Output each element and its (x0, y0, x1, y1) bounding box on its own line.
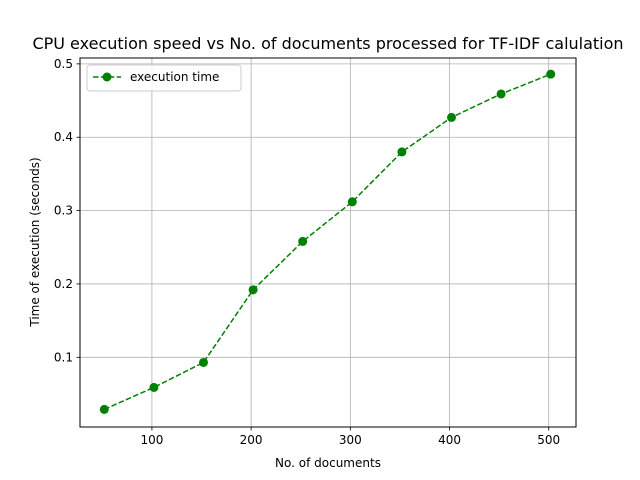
legend-label: execution time (130, 70, 219, 84)
x-axis-label: No. of documents (275, 456, 381, 470)
data-point (248, 285, 258, 295)
data-point (199, 357, 209, 367)
y-tick-label: 0.1 (54, 350, 73, 364)
y-tick-label: 0.3 (54, 204, 73, 218)
data-point (447, 112, 457, 122)
data-point (347, 197, 357, 207)
x-axis: 100 200 300 400 500 (140, 427, 560, 447)
y-axis-label: Time of execution (seconds) (28, 157, 42, 327)
plot-area (79, 57, 577, 428)
x-tick-label: 300 (339, 433, 362, 447)
series-layer (99, 69, 556, 414)
y-tick-label: 0.4 (54, 130, 73, 144)
y-tick-label: 0.5 (54, 57, 73, 71)
x-tick-label: 500 (537, 433, 560, 447)
x-tick-label: 400 (438, 433, 461, 447)
legend-marker (102, 72, 112, 82)
data-point (99, 404, 109, 414)
data-point (397, 147, 407, 157)
y-tick-label: 0.2 (54, 277, 73, 291)
legend-box (86, 64, 242, 92)
grid (80, 58, 576, 427)
data-point (546, 69, 556, 79)
legend: execution time (86, 64, 242, 92)
series-line (103, 73, 551, 411)
data-point (298, 236, 308, 246)
data-point (496, 89, 506, 99)
y-axis: 0.1 0.2 0.3 0.4 0.5 (54, 57, 80, 364)
x-tick-label: 200 (240, 433, 263, 447)
data-point (149, 382, 159, 392)
chart-title: CPU execution speed vs No. of documents … (32, 34, 623, 53)
x-tick-label: 100 (140, 433, 163, 447)
